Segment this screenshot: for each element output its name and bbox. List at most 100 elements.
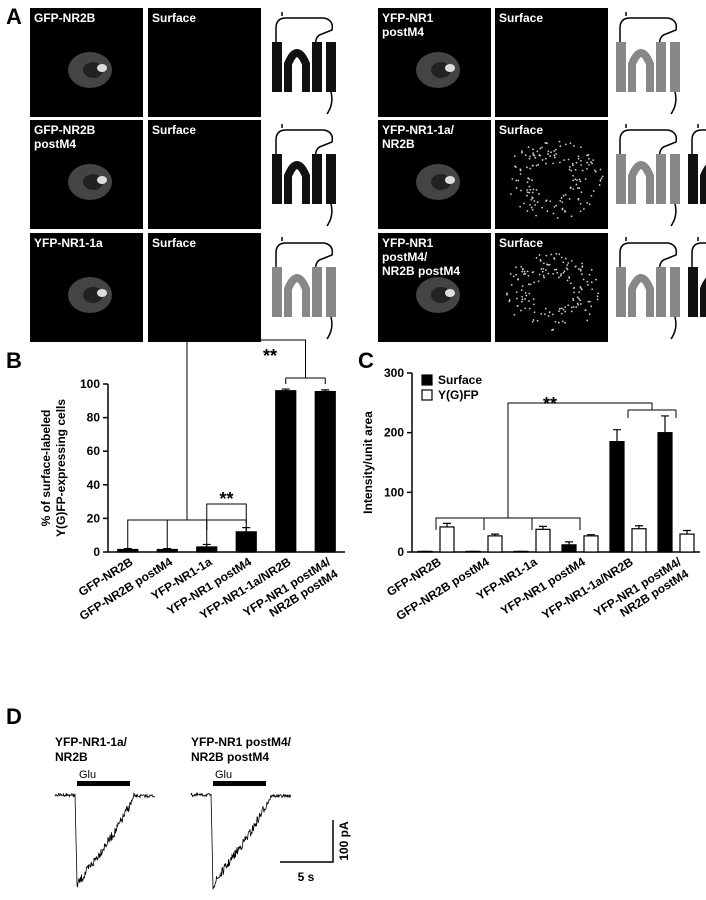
surface-label: Surface <box>152 11 196 25</box>
surface-puncta <box>529 203 531 206</box>
error-bar <box>635 525 643 529</box>
surface-puncta <box>513 313 516 316</box>
surface-puncta <box>561 320 564 323</box>
surface-puncta <box>588 273 591 276</box>
surface-puncta <box>582 278 585 281</box>
topology-loop <box>275 124 334 164</box>
current-trace <box>190 792 292 890</box>
surface-puncta <box>511 178 514 180</box>
surface-puncta <box>579 210 582 213</box>
surface-puncta <box>516 304 519 307</box>
surface-puncta <box>533 281 536 284</box>
surface-puncta <box>579 285 582 288</box>
cell-glow <box>445 289 455 297</box>
surface-puncta <box>578 297 580 300</box>
surface-puncta <box>592 159 595 162</box>
error-bar <box>123 548 132 550</box>
surface-puncta <box>519 173 522 175</box>
surface-puncta <box>564 209 566 212</box>
error-bar <box>661 415 669 433</box>
surface-puncta <box>517 278 520 281</box>
surface-puncta <box>562 194 565 197</box>
surface-puncta <box>550 253 553 256</box>
surface-puncta <box>525 294 528 297</box>
topology-m3 <box>312 267 322 317</box>
surface-puncta <box>590 161 592 164</box>
legend-swatch <box>421 374 433 386</box>
current-trace <box>54 792 156 888</box>
surface-puncta <box>576 179 578 182</box>
topology-m4 <box>670 42 680 92</box>
error-bar <box>613 429 621 442</box>
surface-puncta <box>579 180 582 183</box>
y-axis-label: % of surface-labeledY(G)FP-expressing ce… <box>39 399 68 537</box>
topology-m1 <box>616 267 626 317</box>
topology-tail <box>670 203 677 227</box>
cell-label: GFP-NR2B postM4 <box>34 123 96 151</box>
surface-puncta <box>591 288 594 291</box>
surface-puncta <box>532 164 534 167</box>
bar <box>156 548 178 553</box>
surface-puncta <box>512 275 515 278</box>
surface-puncta <box>545 162 547 165</box>
surface-puncta <box>563 270 566 273</box>
surface-puncta <box>526 189 528 191</box>
surface-puncta <box>574 168 577 171</box>
surface-puncta <box>588 203 591 206</box>
surface-puncta <box>579 303 582 305</box>
surface-puncta <box>542 262 545 265</box>
surface-puncta <box>554 148 557 151</box>
surface-puncta <box>557 276 560 279</box>
surface-puncta <box>600 177 603 180</box>
topology-m4 <box>326 267 336 317</box>
surface-puncta <box>573 291 576 294</box>
significance-bracket <box>186 339 326 520</box>
surface-puncta <box>582 208 585 210</box>
surface-puncta <box>531 197 534 200</box>
surface-puncta <box>547 315 550 317</box>
surface-label: Surface <box>499 236 543 250</box>
surface-puncta <box>580 191 583 193</box>
significance-bracket <box>435 517 581 530</box>
error-bar <box>321 389 330 392</box>
surface-puncta <box>550 151 552 154</box>
surface-puncta <box>538 273 541 276</box>
y-tick-label: 100 <box>384 485 404 499</box>
surface-puncta <box>565 267 568 269</box>
surface-puncta <box>575 306 578 309</box>
surface-puncta <box>571 163 574 165</box>
surface-puncta <box>546 263 548 266</box>
surface-puncta <box>570 169 573 172</box>
legend-label: Y(G)FP <box>438 388 479 402</box>
panel-label: D <box>6 704 22 729</box>
surface-puncta <box>578 291 581 294</box>
surface-puncta <box>568 277 571 279</box>
surface-puncta <box>564 193 567 196</box>
surface-puncta <box>526 270 529 273</box>
surface-puncta <box>538 254 541 256</box>
surface-puncta <box>586 319 589 322</box>
surface-puncta <box>570 259 573 262</box>
topology-m3 <box>656 42 666 92</box>
surface-puncta <box>572 297 574 300</box>
surface-puncta <box>581 288 583 291</box>
surface-puncta <box>569 187 572 190</box>
surface-puncta <box>542 274 545 277</box>
significance: ** <box>263 346 277 366</box>
surface-puncta <box>544 307 547 310</box>
topology-m4 <box>670 154 680 204</box>
surface-puncta <box>564 143 567 146</box>
surface-puncta <box>580 164 582 166</box>
surface-puncta <box>545 254 548 257</box>
scale-bar <box>280 820 334 863</box>
surface-puncta <box>592 190 595 193</box>
topology-tail <box>326 91 333 115</box>
surface-puncta <box>531 209 534 211</box>
surface-puncta <box>577 187 579 189</box>
surface-puncta <box>559 161 561 164</box>
surface-puncta <box>520 309 522 312</box>
surface-puncta <box>590 305 593 308</box>
surface-puncta <box>534 156 537 159</box>
topology-m2 <box>284 161 310 204</box>
bar <box>275 390 297 553</box>
